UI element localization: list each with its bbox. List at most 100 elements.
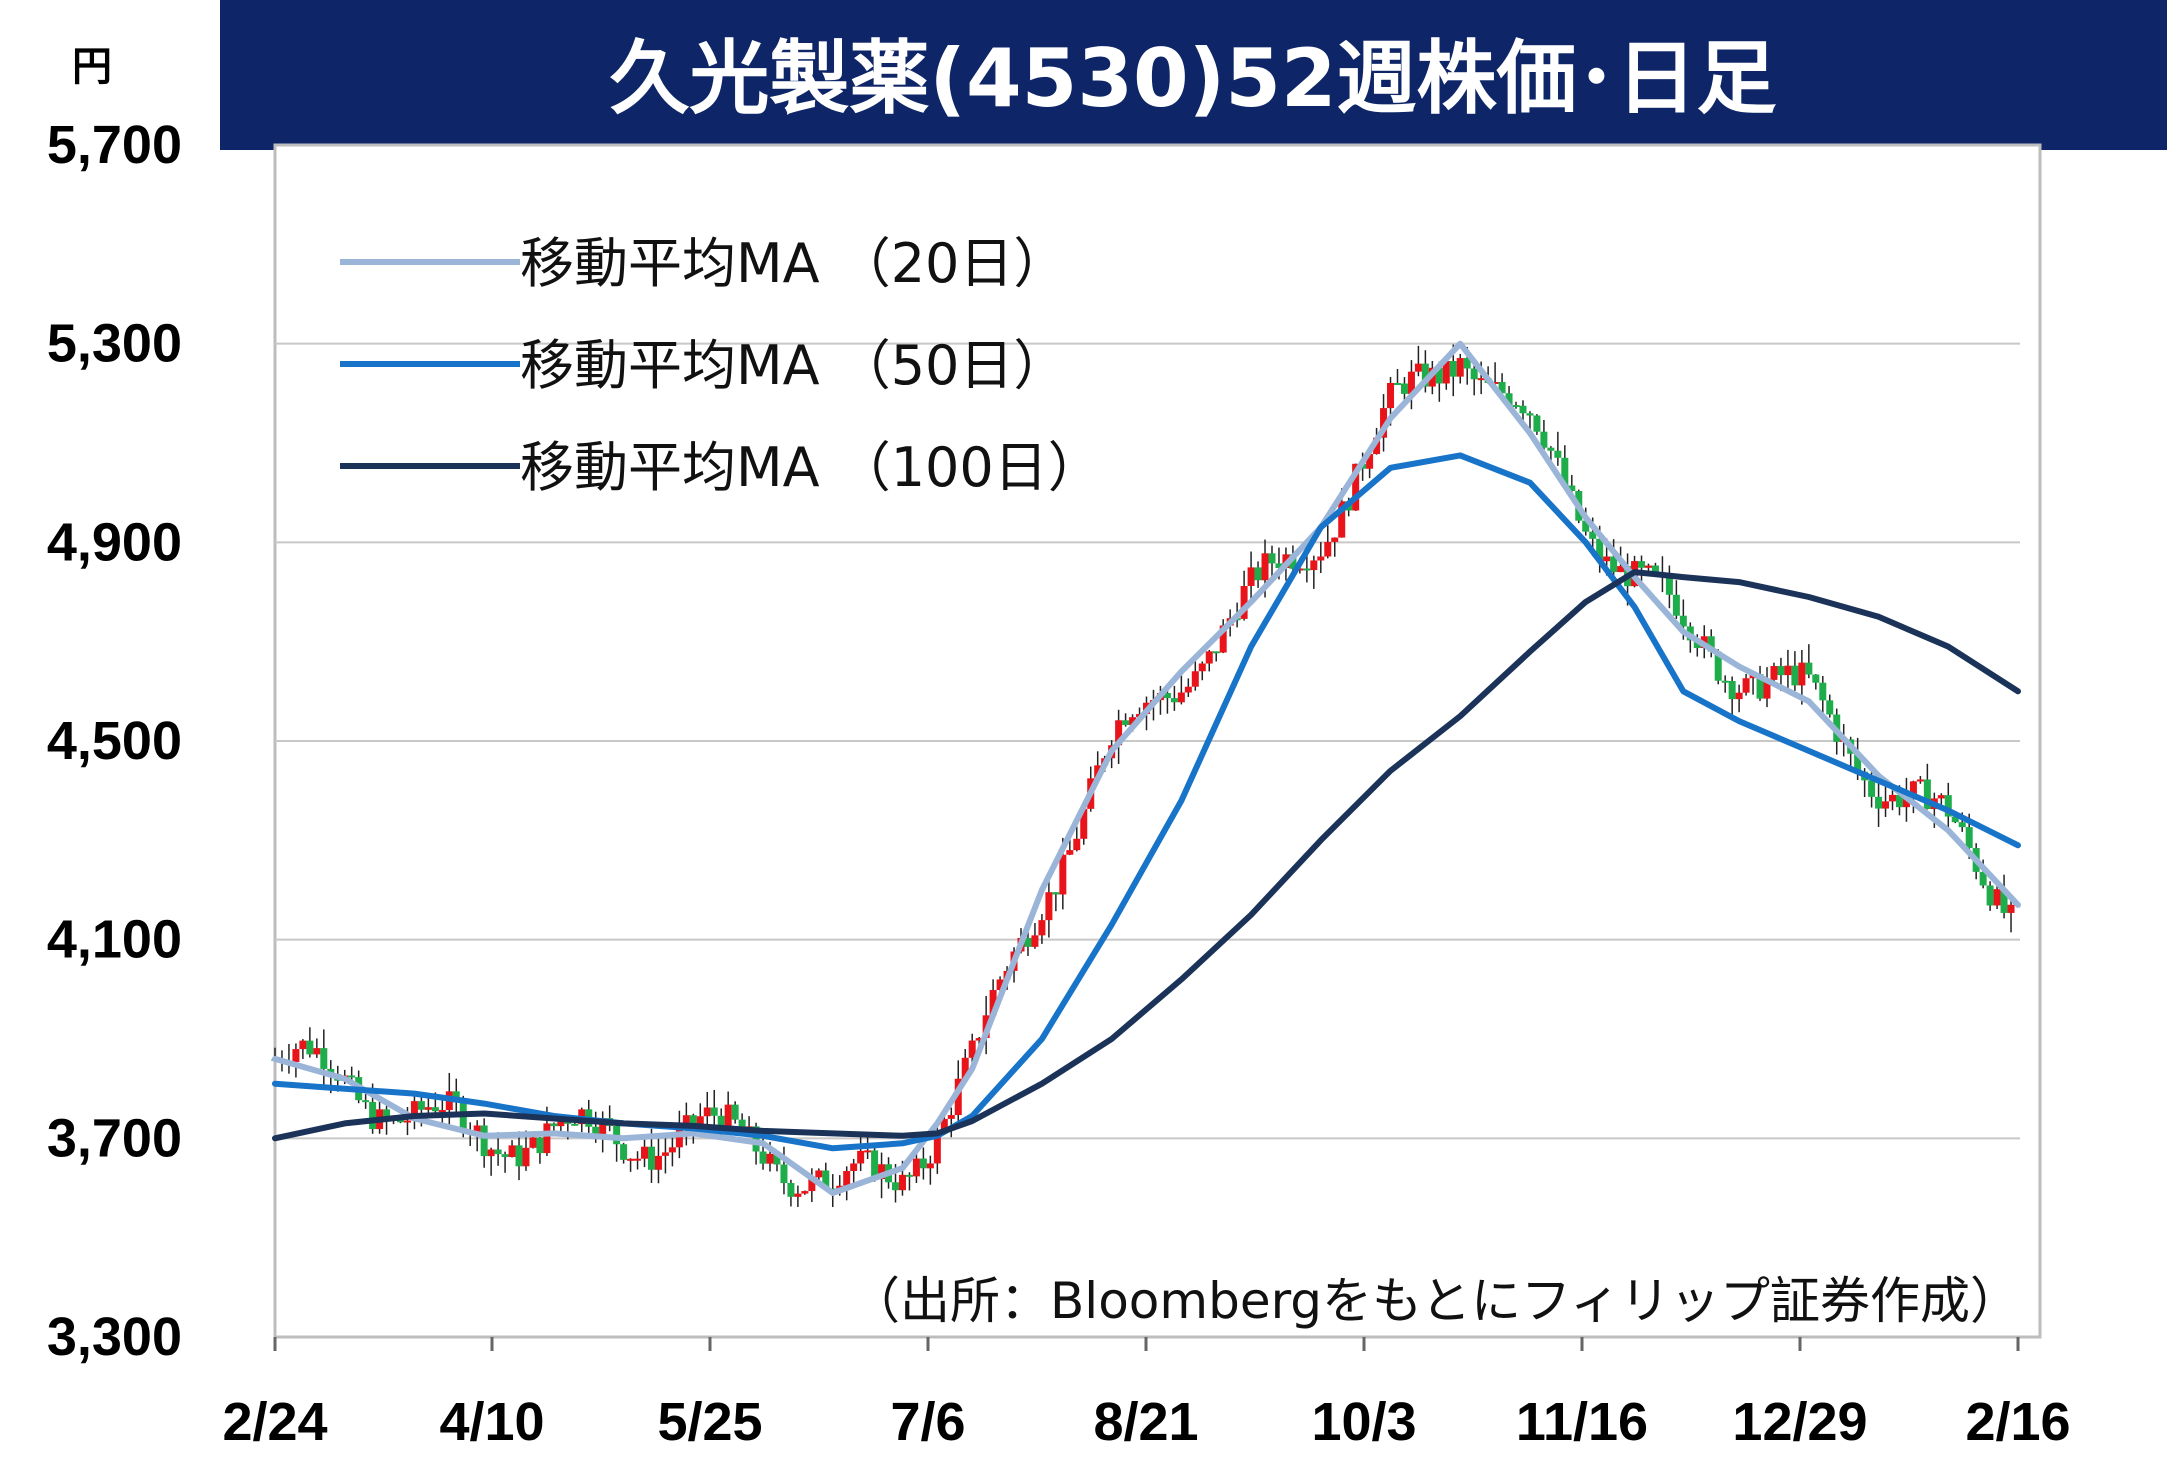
candle-body xyxy=(1505,393,1513,406)
candle-body xyxy=(1875,796,1883,809)
candle-body xyxy=(1491,381,1499,384)
candle-body xyxy=(1512,405,1520,408)
candle-body xyxy=(871,1150,879,1180)
x-tick-label: 2/16 xyxy=(1965,1392,2070,1452)
candle-body xyxy=(1826,700,1834,715)
gridlines xyxy=(275,342,2020,1140)
candle-body xyxy=(892,1182,900,1191)
candle-body xyxy=(864,1150,872,1153)
candle-body xyxy=(1770,666,1778,680)
candle-body xyxy=(1923,779,1931,810)
candle-body xyxy=(1986,885,1994,906)
candle-body xyxy=(1031,935,1039,947)
candle-body xyxy=(1568,485,1576,491)
candle-body xyxy=(661,1152,669,1156)
legend-label-ma20: 移動平均MA （20日） xyxy=(520,232,1067,295)
candle-body xyxy=(968,1040,976,1058)
y-tick-label: 4,100 xyxy=(47,910,182,970)
candle-body xyxy=(1059,854,1067,895)
candle-body xyxy=(1554,450,1562,458)
candle-body xyxy=(1303,568,1311,571)
candle-body xyxy=(1212,651,1220,654)
candle-body xyxy=(794,1193,802,1197)
candle-body xyxy=(975,1038,983,1041)
candle-body xyxy=(822,1170,830,1189)
candle-body xyxy=(1414,363,1422,372)
x-tick-label: 12/29 xyxy=(1732,1392,1867,1452)
candle-body xyxy=(1421,363,1429,387)
candle-body xyxy=(1798,662,1806,686)
candle-body xyxy=(1442,360,1450,384)
y-tick-label: 4,500 xyxy=(47,711,182,771)
legend: 移動平均MA （20日） 移動平均MA （50日） 移動平均MA （100日） xyxy=(340,232,1102,499)
candle-body xyxy=(815,1170,823,1178)
candle-body xyxy=(940,1118,948,1132)
chart-title: 久光製薬(4530)52週株価･日足 xyxy=(609,32,1776,125)
candle-body xyxy=(1533,415,1541,432)
y-axis-unit: 円 xyxy=(72,45,112,89)
candle-body xyxy=(996,979,1004,991)
candle-body xyxy=(1463,358,1471,369)
candle-body xyxy=(947,1115,955,1119)
candle-body xyxy=(327,1068,335,1075)
candle-body xyxy=(1198,663,1206,672)
candle-body xyxy=(2000,889,2008,913)
candle-body xyxy=(1129,717,1137,726)
candle-body xyxy=(878,1164,886,1180)
candle-body xyxy=(1944,795,1952,817)
candle-body xyxy=(1672,594,1680,616)
x-tick-label: 11/16 xyxy=(1516,1392,1648,1452)
candle-body xyxy=(417,1101,425,1110)
candle-body xyxy=(424,1107,432,1110)
candle-body xyxy=(919,1158,927,1169)
candle-body xyxy=(912,1158,920,1177)
y-tick-label: 3,300 xyxy=(47,1307,182,1367)
candle-body xyxy=(480,1125,488,1157)
candle-body xyxy=(1777,666,1785,676)
candle-body xyxy=(689,1115,697,1125)
legend-label-ma50: 移動平均MA （50日） xyxy=(520,334,1067,397)
x-tick-label: 2/24 xyxy=(222,1392,327,1452)
candle-body xyxy=(1819,682,1827,701)
candle-body xyxy=(1240,586,1248,619)
candle-body xyxy=(1310,560,1318,571)
candle-body xyxy=(1393,382,1401,385)
candle-body xyxy=(843,1170,851,1186)
candle-body xyxy=(1296,568,1304,571)
candle-body xyxy=(1742,678,1750,693)
candle-body xyxy=(1317,556,1325,561)
candle-body xyxy=(1407,371,1415,394)
candle-body xyxy=(682,1115,690,1129)
candle-body xyxy=(1965,827,1973,849)
x-tick-label: 10/3 xyxy=(1311,1392,1416,1452)
candle-body xyxy=(773,1153,781,1165)
candle-body xyxy=(1958,822,1966,828)
candle-body xyxy=(766,1153,774,1164)
candle-body xyxy=(647,1146,655,1170)
candle-body xyxy=(1449,360,1457,377)
x-axis: 2/24 4/10 5/25 7/6 8/21 10/3 11/16 12/29 2/16 xyxy=(222,1335,2071,1452)
candle-body xyxy=(641,1146,649,1159)
candle-body xyxy=(1784,665,1792,676)
candle-body xyxy=(675,1128,683,1148)
candle-body xyxy=(494,1149,502,1155)
candle-body xyxy=(348,1075,356,1078)
candle-body xyxy=(1791,665,1799,686)
candle-body xyxy=(1115,720,1123,746)
candle-body xyxy=(1756,674,1764,699)
candle-body xyxy=(780,1164,788,1184)
candle-body xyxy=(1763,679,1771,699)
candle-body xyxy=(634,1158,642,1161)
x-tick-label: 7/6 xyxy=(890,1392,965,1452)
candle-body xyxy=(515,1145,523,1167)
candle-body xyxy=(696,1116,704,1125)
candle-body xyxy=(1094,765,1102,779)
candle-body xyxy=(550,1123,558,1127)
candle-body xyxy=(1373,437,1381,455)
candle-body xyxy=(1721,680,1729,683)
candle-body xyxy=(1644,565,1652,568)
candle-body xyxy=(1387,382,1395,409)
candle-body xyxy=(620,1144,628,1160)
title-bar xyxy=(220,0,2167,150)
candle-body xyxy=(724,1104,732,1129)
